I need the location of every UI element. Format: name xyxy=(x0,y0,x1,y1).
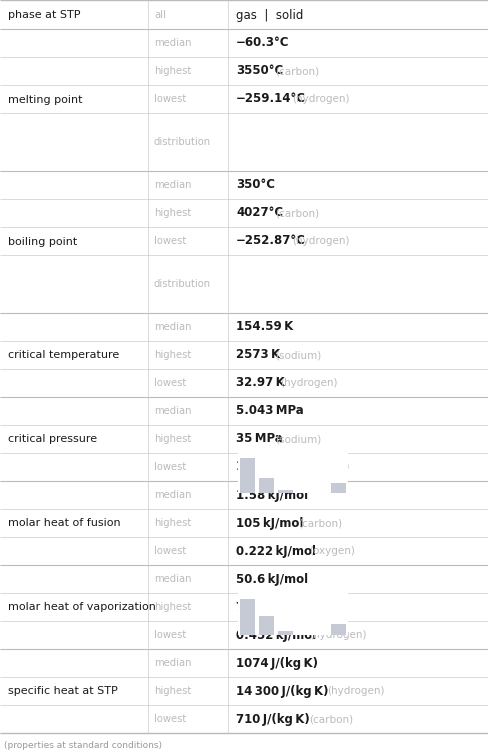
Text: (hydrogen): (hydrogen) xyxy=(292,462,349,472)
Text: 1.293 MPa: 1.293 MPa xyxy=(236,460,303,473)
Text: specific heat at STP: specific heat at STP xyxy=(8,686,118,696)
Text: (hydrogen): (hydrogen) xyxy=(292,94,349,104)
Bar xyxy=(259,616,273,635)
Bar xyxy=(331,624,345,635)
Text: (carbon): (carbon) xyxy=(309,714,353,724)
Text: median: median xyxy=(154,322,191,332)
Text: phase at STP: phase at STP xyxy=(8,10,81,20)
Text: 715 kJ/mol: 715 kJ/mol xyxy=(236,600,303,614)
Text: lowest: lowest xyxy=(154,546,186,556)
Text: lowest: lowest xyxy=(154,378,186,388)
Text: (hydrogen): (hydrogen) xyxy=(280,378,337,388)
Text: lowest: lowest xyxy=(154,236,186,246)
Text: 35 MPa: 35 MPa xyxy=(236,432,282,445)
Text: (carbon): (carbon) xyxy=(274,66,318,76)
Text: highest: highest xyxy=(154,66,191,76)
Text: molar heat of vaporization: molar heat of vaporization xyxy=(8,602,156,612)
Text: molar heat of fusion: molar heat of fusion xyxy=(8,518,121,528)
Text: 14 300 J/(kg K): 14 300 J/(kg K) xyxy=(236,684,328,698)
Text: median: median xyxy=(154,180,191,190)
Text: distribution: distribution xyxy=(154,279,211,289)
Text: 50.6 kJ/mol: 50.6 kJ/mol xyxy=(236,572,307,585)
Text: highest: highest xyxy=(154,686,191,696)
Text: gas  |  solid: gas | solid xyxy=(236,8,303,21)
Text: 0.452 kJ/mol: 0.452 kJ/mol xyxy=(236,628,316,642)
Text: (hydrogen): (hydrogen) xyxy=(292,236,349,246)
Bar xyxy=(240,458,254,493)
Text: highest: highest xyxy=(154,208,191,218)
Text: melting point: melting point xyxy=(8,95,82,105)
Text: critical temperature: critical temperature xyxy=(8,350,119,360)
Text: −259.14°C: −259.14°C xyxy=(236,92,305,106)
Text: (carbon): (carbon) xyxy=(297,602,342,612)
Text: highest: highest xyxy=(154,350,191,360)
Text: (properties at standard conditions): (properties at standard conditions) xyxy=(4,740,162,749)
Text: median: median xyxy=(154,38,191,48)
Text: boiling point: boiling point xyxy=(8,237,77,247)
Text: (hydrogen): (hydrogen) xyxy=(309,630,366,640)
Text: (sodium): (sodium) xyxy=(274,350,321,360)
Text: 105 kJ/mol: 105 kJ/mol xyxy=(236,516,303,529)
Bar xyxy=(331,483,345,493)
Text: highest: highest xyxy=(154,518,191,528)
Bar xyxy=(240,599,254,635)
Text: −60.3°C: −60.3°C xyxy=(236,36,289,49)
Text: 3550°C: 3550°C xyxy=(236,64,283,78)
Text: 710 J/(kg K): 710 J/(kg K) xyxy=(236,712,309,726)
Text: −252.87°C: −252.87°C xyxy=(236,234,305,247)
Text: all: all xyxy=(154,10,165,20)
Text: (hydrogen): (hydrogen) xyxy=(326,686,384,696)
Text: (oxygen): (oxygen) xyxy=(309,546,355,556)
Text: 154.59 K: 154.59 K xyxy=(236,321,293,333)
Text: 5.043 MPa: 5.043 MPa xyxy=(236,404,303,417)
Text: median: median xyxy=(154,658,191,668)
Text: critical pressure: critical pressure xyxy=(8,434,97,444)
Text: highest: highest xyxy=(154,434,191,444)
Text: 0.222 kJ/mol: 0.222 kJ/mol xyxy=(236,544,315,557)
Text: distribution: distribution xyxy=(154,137,211,147)
Text: 1.58 kJ/mol: 1.58 kJ/mol xyxy=(236,488,307,501)
Text: 2573 K: 2573 K xyxy=(236,349,280,361)
Bar xyxy=(278,490,292,493)
Text: median: median xyxy=(154,406,191,416)
Text: (carbon): (carbon) xyxy=(297,518,342,528)
Text: 4027°C: 4027°C xyxy=(236,206,283,219)
Text: 350°C: 350°C xyxy=(236,178,274,191)
Text: lowest: lowest xyxy=(154,630,186,640)
Text: lowest: lowest xyxy=(154,94,186,104)
Bar xyxy=(278,631,292,635)
Text: lowest: lowest xyxy=(154,462,186,472)
Text: 32.97 K: 32.97 K xyxy=(236,376,284,389)
Text: lowest: lowest xyxy=(154,714,186,724)
Text: median: median xyxy=(154,490,191,500)
Text: 1074 J/(kg K): 1074 J/(kg K) xyxy=(236,656,317,670)
Text: (sodium): (sodium) xyxy=(274,434,321,444)
Text: median: median xyxy=(154,574,191,584)
Bar xyxy=(259,478,273,493)
Text: (carbon): (carbon) xyxy=(274,208,318,218)
Text: highest: highest xyxy=(154,602,191,612)
